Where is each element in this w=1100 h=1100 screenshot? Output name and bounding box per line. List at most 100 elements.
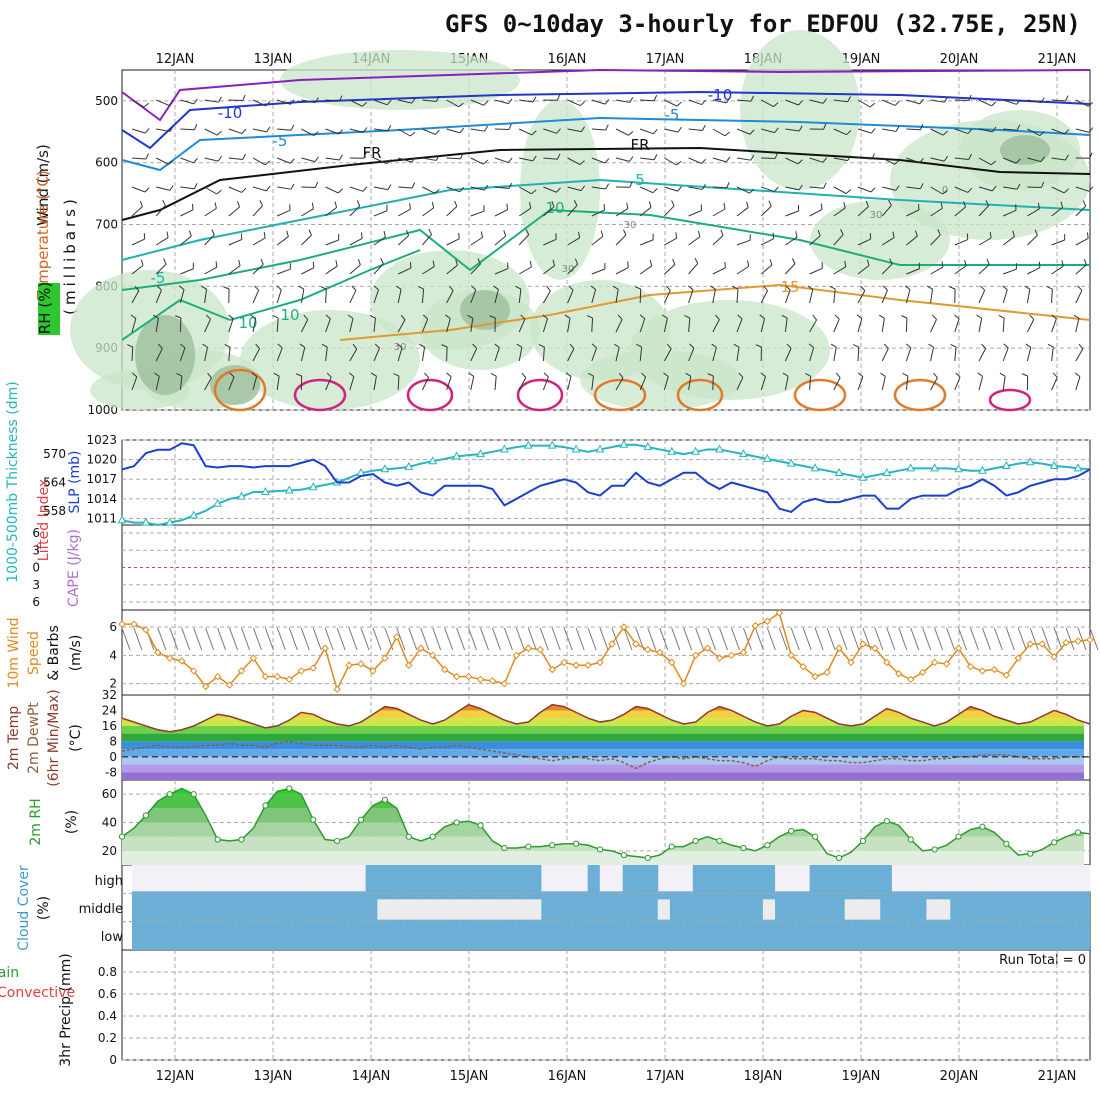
upper-wind-barb-flag xyxy=(1077,285,1083,291)
contour-label: -5 xyxy=(151,269,166,287)
wind-speed-marker xyxy=(381,654,389,662)
upper-wind-barb xyxy=(615,157,630,162)
y-tick-label: 0.2 xyxy=(98,1031,117,1045)
thickness-marker xyxy=(954,464,963,473)
cloud-clear-high xyxy=(330,865,343,892)
temp-contour xyxy=(121,249,421,341)
upper-wind-barb-flag xyxy=(998,315,1005,319)
upper-wind-barb xyxy=(639,318,646,333)
upper-wind-barb xyxy=(809,99,824,104)
upper-wind-barb-flag xyxy=(480,231,484,238)
upper-wind-barb-flag xyxy=(314,156,319,162)
upper-wind-barb xyxy=(494,157,509,164)
upper-wind-barb xyxy=(736,318,743,333)
upper-wind-barb xyxy=(736,377,744,391)
upper-wind-barb-flag xyxy=(313,131,319,136)
upper-wind-barb-flag xyxy=(528,202,532,209)
upper-wind-barb-flag xyxy=(556,94,561,101)
upper-wind-barb-flag xyxy=(733,343,740,348)
upper-wind-barb xyxy=(640,157,655,161)
upper-wind-barb xyxy=(833,318,840,333)
rh-marker xyxy=(453,819,460,826)
thickness-marker xyxy=(978,465,987,474)
upper-wind-barb xyxy=(204,347,208,362)
cloud-clear-high xyxy=(797,865,811,892)
thickness-marker xyxy=(308,482,318,491)
upper-wind-barb xyxy=(978,318,983,333)
rh-marker xyxy=(644,854,651,862)
surface-wind-barb xyxy=(181,627,191,651)
upper-wind-barb-flag xyxy=(255,343,260,349)
upper-wind-barb xyxy=(180,235,192,246)
upper-wind-barb-flag xyxy=(525,229,530,235)
contour-label: 5 xyxy=(635,171,645,189)
upper-wind-barb xyxy=(131,318,137,333)
upper-wind-barb xyxy=(228,128,243,135)
upper-wind-barb xyxy=(228,157,243,160)
upper-wind-barb-flag xyxy=(454,200,458,207)
upper-wind-barb xyxy=(1051,206,1063,217)
wind-speed-marker xyxy=(1026,640,1034,648)
upper-wind-barb xyxy=(204,266,218,275)
upper-wind-barb xyxy=(785,210,799,217)
upper-wind-barb xyxy=(615,128,629,136)
upper-wind-barb-flag xyxy=(808,343,815,349)
upper-wind-barb-flag xyxy=(347,314,354,319)
upper-wind-barb-flag xyxy=(919,157,924,164)
upper-wind-barb xyxy=(1027,128,1040,137)
contour-label: -10 xyxy=(708,86,733,104)
upper-wind-barb-flag xyxy=(919,183,924,189)
cloud-level-label: low xyxy=(101,930,124,945)
upper-wind-barb-flag xyxy=(795,231,798,238)
upper-wind-barb xyxy=(857,264,870,275)
upper-wind-barb xyxy=(930,128,944,136)
upper-wind-barb xyxy=(591,186,606,190)
rh-band xyxy=(122,788,1084,795)
upper-wind-barb-flag xyxy=(749,129,755,135)
thickness-marker xyxy=(428,456,438,465)
upper-wind-barb xyxy=(639,347,643,362)
upper-wind-barb-flag xyxy=(320,286,327,290)
upper-wind-barb-flag xyxy=(919,98,924,105)
temp-band xyxy=(122,749,1084,757)
upper-wind-barb xyxy=(204,377,212,391)
upper-wind-barb-flag xyxy=(335,260,338,267)
upper-wind-barb-flag xyxy=(410,131,416,137)
upper-wind-barb xyxy=(930,207,943,217)
upper-wind-barb xyxy=(954,206,966,217)
upper-wind-barb xyxy=(954,239,968,246)
upper-wind-barb xyxy=(760,290,769,304)
upper-wind-barb-flag xyxy=(202,343,208,348)
cloud-clear-high xyxy=(926,865,939,892)
cloud-clear-high xyxy=(202,865,215,892)
upper-wind-barb-flag xyxy=(290,99,295,105)
upper-wind-barb-flag xyxy=(1040,156,1045,162)
rh-marker xyxy=(740,844,747,852)
upper-wind-barb-flag xyxy=(613,343,620,348)
surface-wind-barb xyxy=(1077,627,1087,651)
cloud-high xyxy=(377,865,390,892)
upper-wind-barb xyxy=(397,208,411,217)
warm-contour xyxy=(676,378,724,412)
upper-wind-barb xyxy=(518,266,532,275)
rh-line xyxy=(121,787,1091,859)
cloud-high xyxy=(727,865,741,892)
upper-wind-barb-flag xyxy=(857,372,864,378)
rh-marker xyxy=(405,833,412,840)
rh-marker xyxy=(166,791,173,798)
upper-wind-barb xyxy=(930,377,938,391)
y-tick-label: 1023 xyxy=(86,433,117,447)
y-tick-label: 20 xyxy=(102,844,117,858)
upper-wind-barb-flag xyxy=(773,102,779,107)
upper-wind-barb-flag xyxy=(662,314,668,319)
cloud-clear-high xyxy=(903,865,916,892)
upper-wind-barb-flag xyxy=(829,285,836,290)
warm-contour xyxy=(213,368,267,412)
upper-wind-barb-flag xyxy=(1034,229,1038,236)
upper-wind-barb xyxy=(1027,208,1040,217)
upper-wind-barb-flag xyxy=(484,125,489,132)
upper-wind-barb-flag xyxy=(144,187,150,193)
wind-speed-marker xyxy=(178,657,186,665)
upper-wind-barb-flag xyxy=(325,314,331,320)
upper-wind-barb xyxy=(277,128,292,131)
